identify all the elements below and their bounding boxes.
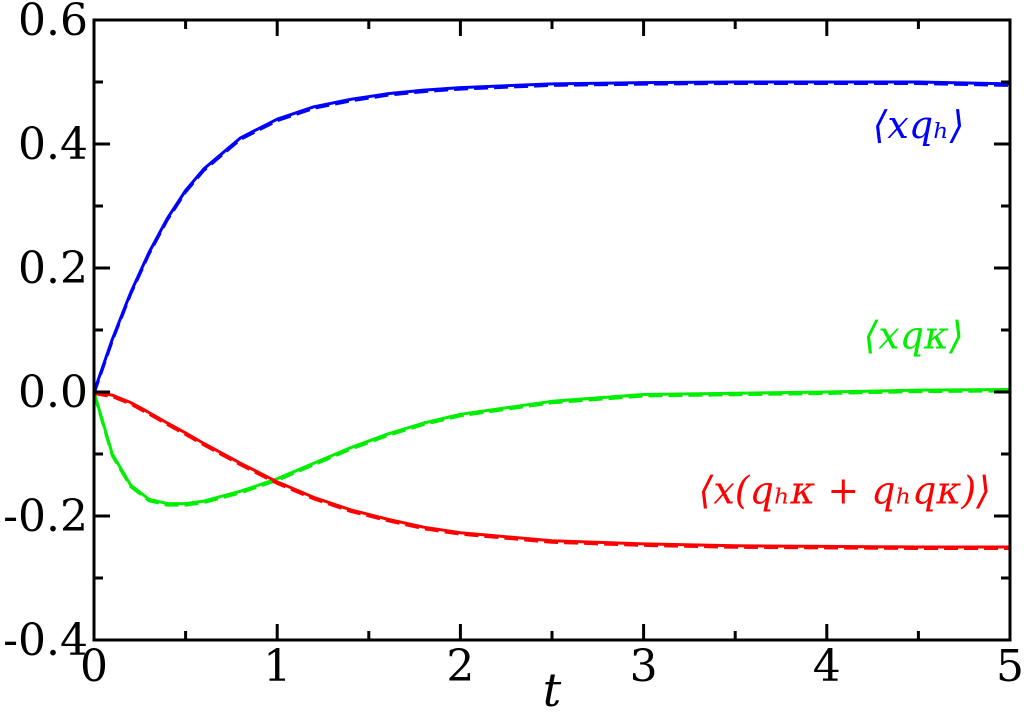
y-tick-label: -0.4 [3, 615, 88, 666]
x-axis-label: t [543, 663, 562, 713]
series-line-dashed [93, 392, 1010, 550]
y-tick-label: 0.6 [18, 0, 88, 46]
x-tick-label: 0 [80, 641, 108, 692]
series-line-dashed [92, 82, 1011, 394]
series-annotation: ⟨xqκ⟩ [863, 314, 963, 358]
y-tick-label: 0.4 [18, 119, 88, 170]
x-tick-label: 1 [263, 641, 291, 692]
series-annotation: ⟨x(qₕκ + qₕqκ)⟩ [699, 469, 991, 513]
tick-layer: 0 1 2 3 4 5 -0.4 -0.2 0.0 0.2 0.4 0.6 [3, 0, 1024, 692]
y-tick-label: 0.0 [18, 367, 88, 418]
x-tick-label: 2 [446, 641, 474, 692]
y-tick-label: -0.2 [3, 491, 88, 542]
y-tick-label: 0.2 [18, 243, 88, 294]
series-line-dashed [92, 389, 1011, 507]
series-layer [92, 80, 1011, 550]
x-tick-label: 3 [630, 641, 658, 692]
plot-frame [92, 18, 1012, 642]
x-tick-label: 4 [813, 641, 841, 692]
series-annotation: ⟨xqₕ⟩ [873, 103, 965, 147]
x-tick-label: 5 [996, 641, 1024, 692]
annotation-layer: ⟨xqₕ⟩ ⟨xqκ⟩ ⟨x(qₕκ + qₕqκ)⟩ [699, 103, 991, 513]
